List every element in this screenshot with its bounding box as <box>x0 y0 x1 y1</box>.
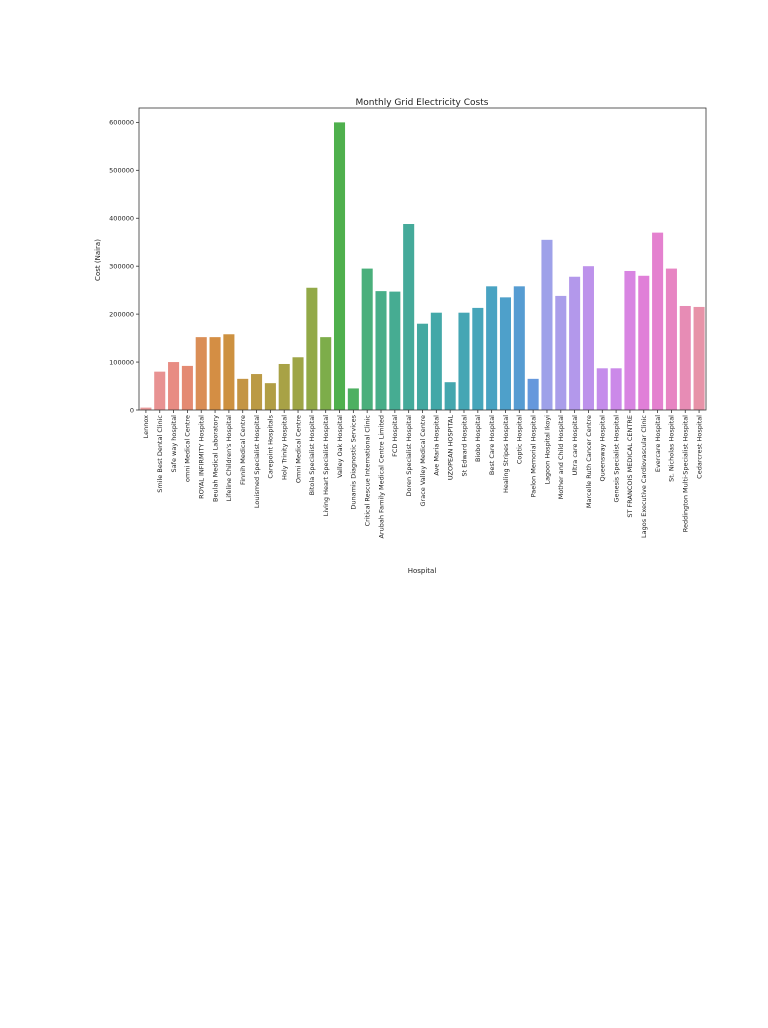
x-tick-label-17: Arubah Family Medical Centre Limited <box>377 415 385 539</box>
x-tick-label-6: Lifeline Children's Hospital <box>225 415 233 502</box>
y-axis-label: Cost (Naira) <box>94 239 102 281</box>
x-tick-label-11: Omni Medical Centre <box>294 415 302 483</box>
bar-1 <box>154 371 166 410</box>
chart-title: Monthly Grid Electricity Costs <box>356 98 489 108</box>
x-tick-label-26: Healing Stripes Hospital <box>502 415 510 493</box>
y-tick-label-5: 500000 <box>109 167 134 175</box>
bar-28 <box>527 378 539 410</box>
bar-31 <box>569 276 581 410</box>
x-tick-label-29: Lagoon Hospital Ikoyi <box>543 415 551 485</box>
bar-33 <box>596 368 608 410</box>
bar-20 <box>416 323 429 410</box>
x-tick-label-37: Evercare Hospital <box>654 415 662 472</box>
x-tick-label-24: Biobo Hospital <box>474 415 482 462</box>
x-tick-label-23: St Edward Hospital <box>460 415 468 477</box>
bar-22 <box>444 382 456 410</box>
bar-17 <box>375 291 387 410</box>
x-tick-label-3: omni Medical Centre <box>184 415 192 482</box>
x-tick-label-7: Finnih Medical Centre <box>239 415 247 485</box>
x-tick-label-4: ROYAL INFIRMITY Hospital <box>198 415 206 499</box>
x-tick-label-32: Marcelle Ruth Cancer Centre <box>585 415 593 508</box>
bar-5 <box>209 337 221 410</box>
bar-19 <box>403 224 415 410</box>
x-tick-label-28: Paelon Memorial Hospital <box>529 415 537 498</box>
x-tick-label-35: ST FRANCOIS MEDICAL CENTRE <box>626 415 634 518</box>
x-tick-label-15: Dunamis Diagnostic Services <box>350 414 358 509</box>
x-tick-label-20: Grace Valley Medical Centre <box>419 415 427 506</box>
x-tick-label-31: Ultra care Hospital <box>571 415 579 476</box>
bar-29 <box>541 239 553 410</box>
bar-4 <box>195 337 207 410</box>
x-tick-label-22: UZOPEAN HOSPITAL <box>446 415 454 480</box>
x-tick-label-34: Genesis Specialist Hospital <box>612 415 620 503</box>
bar-10 <box>278 363 290 410</box>
x-tick-label-40: Cedarcrest Hospital <box>695 415 703 479</box>
x-axis-ticks: Lennox Smile Best Dental Clinic Safe way h… <box>142 410 703 539</box>
bar-14 <box>333 122 346 410</box>
x-tick-label-21: Ave Maria Hospital <box>433 415 441 476</box>
bar-25 <box>486 286 498 410</box>
x-tick-label-5: Beulah Medical Laboratory <box>211 415 219 502</box>
bar-35 <box>624 270 636 410</box>
x-tick-label-33: Queensway Hospital <box>599 415 607 482</box>
y-tick-label-0: 0 <box>130 406 134 414</box>
bar-2 <box>168 362 180 410</box>
bar-11 <box>292 357 304 410</box>
x-tick-label-38: St. Nicholas Hospital <box>668 415 676 482</box>
bar-6 <box>223 334 235 410</box>
plot-area-frame <box>138 107 707 411</box>
y-tick-label-6: 600000 <box>109 119 134 127</box>
bar-24 <box>472 307 484 410</box>
bar-37 <box>652 232 664 410</box>
bar-38 <box>665 268 677 410</box>
x-tick-label-36: Lagos Executive Cardiovascular Clinic <box>640 415 648 538</box>
bar-21 <box>430 312 442 410</box>
bar-27 <box>513 286 525 410</box>
bar-13 <box>320 337 332 410</box>
x-tick-label-16: Critical Rescue International Clinic <box>363 415 371 527</box>
bar-16 <box>361 268 373 410</box>
bar-12 <box>306 287 318 410</box>
x-tick-label-14: Valley Oak Hospital <box>336 415 344 478</box>
x-tick-label-39: Reddington Multi-Specialist Hospital <box>682 415 690 532</box>
x-tick-label-8: Louismed Specialist Hospital <box>253 415 261 508</box>
bar-23 <box>458 312 470 410</box>
y-axis-ticks: 0 100000 200000 300000 400000 500000 600000 <box>109 119 139 414</box>
bars <box>140 122 705 410</box>
x-tick-label-25: Best Care Hospital <box>488 415 496 475</box>
x-tick-label-12: Bitola Specialist Hospital <box>308 415 316 496</box>
bar-30 <box>555 295 567 410</box>
x-tick-label-30: Mother and Child Hospital <box>557 415 565 499</box>
x-tick-label-10: Holy Trinity Hospital <box>281 415 289 480</box>
bar-15 <box>347 388 359 410</box>
x-axis-label: Hospital <box>408 567 437 575</box>
y-tick-label-3: 300000 <box>109 262 134 270</box>
x-tick-label-27: Coptic Hospital <box>516 415 524 464</box>
x-tick-label-18: FCD Hospital <box>391 415 399 457</box>
x-tick-label-1: Smile Best Dental Clinic <box>156 415 164 493</box>
bar-8 <box>251 374 263 410</box>
x-tick-label-19: Doren Specialist Hospital <box>405 415 413 497</box>
bar-32 <box>582 266 594 410</box>
bar-39 <box>679 305 691 410</box>
x-tick-label-13: Living Heart Specialist Hospital <box>322 415 330 516</box>
bar-26 <box>499 297 511 410</box>
bar-3 <box>181 365 193 410</box>
bar-7 <box>237 378 249 410</box>
bar-0 <box>140 407 152 410</box>
y-tick-label-2: 200000 <box>109 310 134 318</box>
bar-36 <box>638 275 650 410</box>
bar-40 <box>693 306 705 410</box>
bar-34 <box>610 368 622 410</box>
bar-18 <box>389 291 401 410</box>
bar-9 <box>264 383 276 410</box>
x-tick-label-9: Carepoint Hospitals <box>267 414 275 478</box>
y-tick-label-4: 400000 <box>109 215 134 223</box>
y-tick-label-1: 100000 <box>109 358 134 366</box>
x-tick-label-0: Lennox <box>142 415 150 439</box>
x-tick-label-2: Safe way hospital <box>170 415 178 473</box>
